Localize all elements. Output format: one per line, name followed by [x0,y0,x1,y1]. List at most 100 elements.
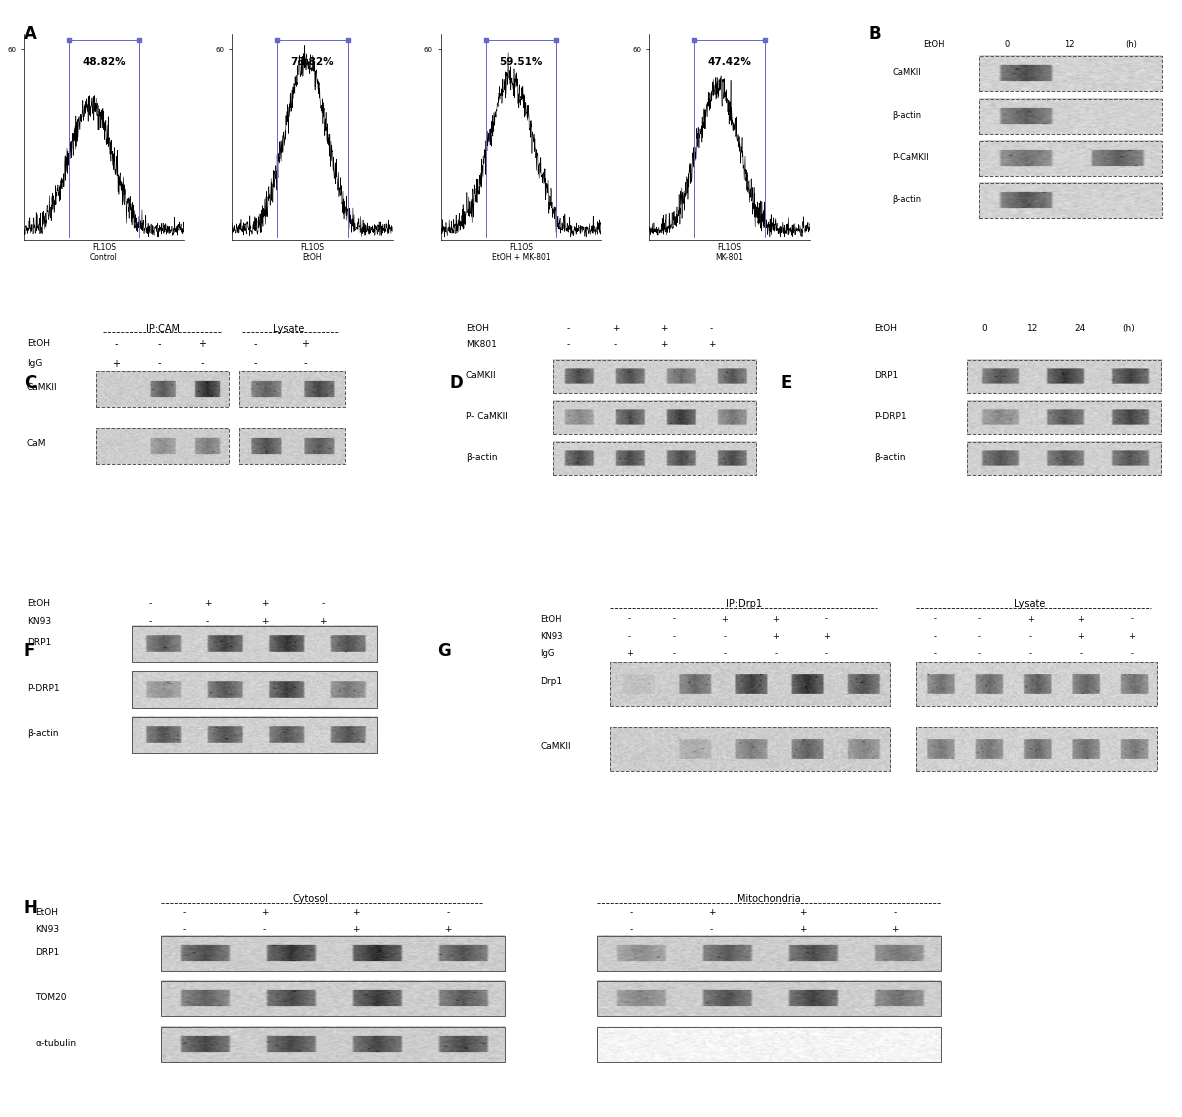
Bar [97,371,229,407]
Bar [239,428,345,464]
Text: A: A [24,25,37,42]
Text: G: G [437,642,452,660]
Text: TOM20: TOM20 [35,993,66,1002]
Bar [967,401,1161,435]
Text: +: + [112,359,121,369]
Text: -: - [630,908,632,917]
Text: +: + [261,617,269,626]
Text: -: - [978,649,981,658]
X-axis label: FL1OS
Control: FL1OS Control [90,242,118,262]
Text: -: - [182,925,186,934]
Text: +: + [199,338,207,349]
Text: -: - [148,617,151,626]
Text: -: - [182,908,186,917]
Bar [980,183,1162,218]
Text: KN93: KN93 [27,617,51,626]
Bar [597,936,941,971]
Bar [980,56,1162,92]
Text: B: B [869,25,882,42]
Text: -: - [1130,649,1134,658]
Text: +: + [799,925,807,934]
Text: +: + [261,908,268,917]
Text: 24: 24 [1074,324,1086,333]
Text: P-DRP1: P-DRP1 [873,412,907,421]
Text: β-actin: β-actin [892,111,922,120]
Text: EtOH: EtOH [923,40,944,49]
Bar [610,662,890,706]
Text: β-actin: β-actin [466,454,498,462]
Text: P-CaMKII: P-CaMKII [892,153,929,162]
Text: EtOH: EtOH [873,324,897,333]
Text: -: - [825,649,829,658]
Bar [553,360,756,393]
Text: -: - [723,649,726,658]
Text: -: - [201,359,204,369]
Text: +: + [708,908,715,917]
X-axis label: FL1OS
EtOH: FL1OS EtOH [300,242,324,262]
Text: -: - [566,340,570,349]
Text: -: - [710,925,713,934]
Text: DRP1: DRP1 [27,638,52,648]
Text: -: - [894,908,897,917]
Bar [132,716,377,753]
Text: -: - [1028,632,1032,641]
Text: 47.42%: 47.42% [707,57,752,67]
Bar [980,98,1162,134]
Bar [597,981,941,1016]
Text: -: - [253,359,256,369]
Text: -: - [262,925,266,934]
Text: +: + [772,632,779,641]
Text: +: + [1078,614,1085,623]
Text: +: + [612,324,619,333]
Text: -: - [1130,614,1134,623]
Bar [239,371,345,407]
Text: -: - [322,600,325,609]
Text: KN93: KN93 [540,632,563,641]
Text: -: - [566,324,570,333]
Text: +: + [444,925,452,934]
Text: KN93: KN93 [35,925,59,934]
Text: -: - [206,617,209,626]
Text: Lysate: Lysate [273,324,304,334]
Text: +: + [352,925,359,934]
Text: IP:Drp1: IP:Drp1 [726,600,762,610]
Text: -: - [934,632,936,641]
Bar [967,360,1161,393]
Text: -: - [934,614,936,623]
Text: +: + [625,649,632,658]
Text: D: D [449,374,463,392]
Text: -: - [978,632,981,641]
Text: Cytosol: Cytosol [292,895,329,905]
Text: 0: 0 [982,324,987,333]
Text: CaMKII: CaMKII [27,382,58,392]
Text: -: - [628,632,631,641]
Text: +: + [891,925,898,934]
Text: H: H [24,899,38,917]
Text: F: F [24,642,35,660]
Text: -: - [148,600,151,609]
Bar [553,442,756,476]
Text: +: + [799,908,807,917]
Text: MK801: MK801 [466,340,496,349]
Text: 12: 12 [1064,40,1074,49]
X-axis label: FL1OS
EtOH + MK-801: FL1OS EtOH + MK-801 [492,242,550,262]
Bar [916,727,1157,771]
Text: +: + [1129,632,1136,641]
Text: (h): (h) [1122,324,1135,333]
Text: -: - [710,324,713,333]
Text: +: + [203,600,212,609]
Text: CaMKII: CaMKII [466,371,496,380]
Text: Drp1: Drp1 [540,677,563,686]
Text: -: - [630,925,632,934]
Bar [161,936,505,971]
Text: -: - [673,614,675,623]
Text: EtOH: EtOH [466,324,489,333]
Text: +: + [772,614,779,623]
Text: E: E [780,374,792,392]
Text: +: + [708,340,715,349]
Text: 59.51%: 59.51% [499,57,543,67]
Text: -: - [628,614,631,623]
Text: -: - [825,614,829,623]
Text: -: - [1079,649,1083,658]
Text: β-actin: β-actin [892,195,922,204]
